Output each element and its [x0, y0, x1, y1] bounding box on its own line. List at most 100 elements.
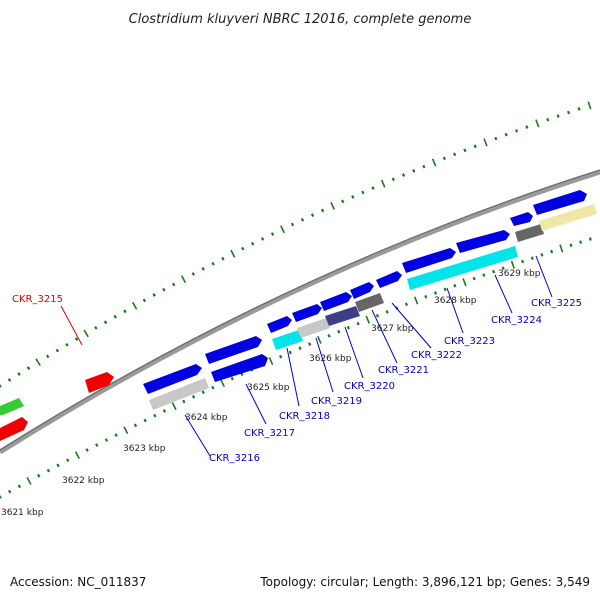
- minor-tick: [546, 117, 550, 122]
- minor-tick: [521, 259, 525, 264]
- cds-arrow[interactable]: [211, 354, 268, 382]
- minor-tick: [104, 438, 109, 442]
- minor-tick: [504, 132, 508, 137]
- feature-block[interactable]: [407, 246, 518, 290]
- minor-tick: [250, 241, 255, 246]
- feature-block[interactable]: [325, 306, 360, 326]
- gene-label[interactable]: CKR_3220: [344, 381, 395, 392]
- minor-tick: [463, 148, 467, 153]
- minor-tick: [142, 298, 147, 303]
- minor-tick: [241, 246, 245, 251]
- cds-arrow[interactable]: [510, 212, 533, 226]
- major-tick: [74, 451, 80, 460]
- leader-line: [371, 309, 398, 364]
- tick-label: 3628 kbp: [434, 296, 477, 306]
- cds-arrow[interactable]: [533, 190, 587, 215]
- minor-tick: [66, 458, 70, 463]
- gene-label[interactable]: CKR_3222: [411, 350, 462, 361]
- cds-arrow[interactable]: [376, 271, 402, 288]
- minor-tick: [494, 136, 498, 141]
- gene-label[interactable]: CKR_3221: [378, 365, 429, 376]
- tick-label: 3626 kbp: [309, 354, 352, 364]
- minor-tick: [514, 129, 519, 133]
- minor-tick: [85, 448, 89, 452]
- minor-tick: [114, 433, 118, 437]
- minor-tick: [473, 144, 477, 149]
- minor-tick: [26, 366, 31, 370]
- minor-tick: [453, 283, 457, 288]
- cds-arrow[interactable]: [267, 316, 292, 333]
- gene-label[interactable]: CKR_3216: [209, 453, 260, 464]
- minor-tick: [56, 463, 60, 468]
- major-tick: [330, 201, 336, 210]
- gene-label[interactable]: CKR_3224: [491, 315, 542, 326]
- minor-tick: [270, 232, 275, 236]
- minor-tick: [211, 261, 215, 266]
- gene-labels: CKR_3215 CKR_3216 CKR_3217 CKR_3218 CKR_…: [12, 294, 582, 464]
- minor-tick: [577, 107, 581, 111]
- minor-tick: [361, 190, 365, 195]
- feature-block[interactable]: [272, 330, 303, 350]
- minor-tick: [375, 313, 380, 318]
- major-tick: [180, 275, 187, 284]
- genome-backbone: [0, 169, 600, 455]
- major-tick: [510, 260, 515, 269]
- major-tick: [483, 138, 488, 147]
- major-tick: [230, 249, 236, 258]
- minor-tick: [472, 276, 476, 281]
- gene-label[interactable]: CKR_3219: [311, 396, 362, 407]
- minor-tick: [492, 269, 496, 274]
- feature-block[interactable]: [355, 293, 384, 312]
- gene-label[interactable]: CKR_3223: [444, 336, 495, 347]
- cds-arrow[interactable]: [350, 282, 374, 299]
- minor-tick: [530, 256, 534, 260]
- cds-arrow[interactable]: [292, 304, 322, 322]
- major-tick: [35, 358, 41, 367]
- minor-tick: [288, 350, 292, 355]
- minor-tick: [7, 378, 12, 382]
- tick-label: 3629 kbp: [498, 269, 541, 279]
- minor-tick: [320, 208, 325, 213]
- label-leader-lines: [60, 255, 553, 457]
- accession-text: Accession: NC_011837: [10, 575, 146, 589]
- major-tick: [559, 244, 564, 253]
- minor-tick: [46, 468, 51, 473]
- gene-label[interactable]: CKR_3225: [531, 298, 582, 309]
- feature-block[interactable]: [297, 318, 330, 338]
- minor-tick: [310, 213, 315, 217]
- cds-arrow[interactable]: [143, 364, 202, 394]
- minor-tick: [371, 186, 375, 190]
- major-tick: [535, 119, 540, 128]
- major-tick: [365, 315, 370, 324]
- gene-label[interactable]: CKR_3218: [279, 411, 330, 422]
- cds-arrow-reverse[interactable]: [0, 417, 28, 441]
- minor-tick: [567, 110, 571, 115]
- minor-tick: [433, 291, 438, 295]
- gene-features: [0, 190, 597, 441]
- leader-line: [286, 347, 300, 407]
- gene-label[interactable]: CKR_3215: [12, 294, 63, 305]
- minor-tick: [550, 249, 554, 254]
- map-title: Clostridium kluyveri NBRC 12016, complet…: [129, 12, 472, 27]
- feature-block[interactable]: [149, 378, 209, 410]
- minor-tick: [113, 314, 117, 319]
- minor-tick: [300, 217, 305, 222]
- feature-block[interactable]: [539, 204, 597, 231]
- feature-block[interactable]: [0, 398, 24, 415]
- feature-block[interactable]: [515, 224, 544, 242]
- tick-label: 3622 kbp: [62, 476, 105, 486]
- cds-arrow[interactable]: [205, 336, 262, 364]
- cds-arrow[interactable]: [402, 248, 456, 273]
- minor-tick: [482, 273, 486, 277]
- minor-tick: [588, 237, 592, 241]
- cds-arrow[interactable]: [320, 292, 352, 311]
- minor-tick: [443, 287, 447, 292]
- major-tick: [413, 296, 419, 305]
- minor-tick: [37, 473, 41, 478]
- minor-tick: [569, 243, 573, 248]
- minor-tick: [356, 321, 360, 326]
- cds-arrow[interactable]: [456, 230, 510, 253]
- minor-tick: [7, 489, 12, 494]
- gene-label[interactable]: CKR_3217: [244, 428, 295, 439]
- cds-arrow-reverse[interactable]: [85, 372, 114, 393]
